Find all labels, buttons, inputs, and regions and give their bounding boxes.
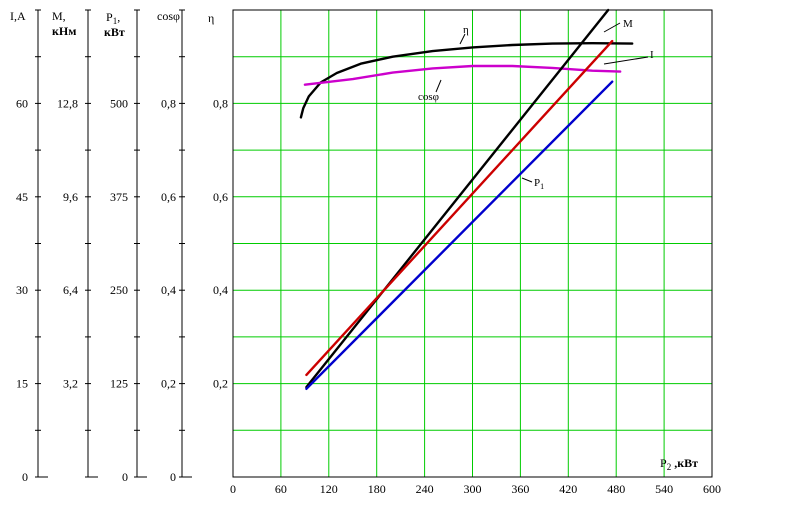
series-lines — [299, 8, 634, 390]
left-axis-title-cos: cosφ — [157, 9, 180, 23]
annotation-eta: η — [463, 24, 469, 36]
x-tick-label: 540 — [655, 482, 673, 496]
x-axis-label: P2 ,кВт — [660, 456, 698, 472]
left-axis-title-P1: P1, — [106, 10, 120, 26]
series-line-η — [299, 42, 634, 119]
left-axis-tick-label-P1: 0 — [122, 470, 128, 484]
left-axis-tick-label-M: 9,6 — [63, 190, 78, 204]
left-axis-tick-label-P1: 375 — [110, 190, 128, 204]
eta-axis: η 0,2 0,4 0,6 0,8 — [208, 11, 228, 391]
left-axis-title-M: кНм — [52, 24, 76, 38]
x-tick-label: 300 — [464, 482, 482, 496]
left-axis-tick-label-I: 30 — [16, 283, 28, 297]
left-axis-tick-label-M: 3,2 — [63, 377, 78, 391]
eta-tick-label: 0,2 — [213, 377, 228, 391]
left-axis-tick-label-P1: 125 — [110, 377, 128, 391]
annotation-leader — [603, 22, 621, 33]
left-axis-tick-label-I: 45 — [16, 190, 28, 204]
eta-tick-label: 0,4 — [213, 283, 228, 297]
x-tick-label: 120 — [320, 482, 338, 496]
left-axis-tick-label-cos: 0,4 — [161, 283, 176, 297]
series-line-P1 — [305, 80, 614, 390]
annotation-I: I — [650, 49, 654, 61]
left-axis-tick-label-cos: 0,6 — [161, 190, 176, 204]
x-tick-label: 240 — [416, 482, 434, 496]
x-tick-label: 60 — [275, 482, 287, 496]
eta-tick-label: 0,6 — [213, 190, 228, 204]
curve-annotations: η cosφ M I P1 — [418, 18, 654, 191]
series-line-cosφ — [303, 64, 622, 86]
x-tick-label: 360 — [511, 482, 529, 496]
left-axis-tick-label-P1: 250 — [110, 283, 128, 297]
annotation-M: M — [623, 18, 633, 30]
left-axis-tick-label-I: 60 — [16, 96, 28, 110]
x-tick-label: 180 — [368, 482, 386, 496]
eta-axis-title: η — [208, 11, 214, 25]
left-axis-tick-label-P1: 500 — [110, 96, 128, 110]
left-axis-tick-label-cos: 0,2 — [161, 377, 176, 391]
x-tick-label: 420 — [559, 482, 577, 496]
annotation-leader — [603, 56, 649, 65]
left-axis-title-M: M, — [52, 9, 66, 23]
left-axes: 0 15 30 45 60 I,A 3,2 6,4 9,6 12,8 M,кНм 0 125 250 375… — [10, 9, 192, 484]
x-axis: 0 60 120 180 240 300 360 420 480 540 600 — [230, 482, 721, 496]
annotation-P1: P1 — [534, 177, 544, 191]
left-axis-tick-label-M: 6,4 — [63, 283, 78, 297]
annotation-leader — [435, 79, 442, 93]
x-tick-label: 0 — [230, 482, 236, 496]
plot-grid — [232, 9, 713, 478]
series-line-I — [305, 39, 614, 377]
left-axis-tick-label-M: 12,8 — [57, 96, 78, 110]
left-axis-tick-label-cos: 0 — [170, 470, 176, 484]
annotation-leader — [521, 177, 533, 183]
annotation-cos: cosφ — [418, 91, 439, 103]
eta-tick-label: 0,8 — [213, 96, 228, 110]
annotation-leader — [459, 33, 466, 45]
x-tick-label: 480 — [607, 482, 625, 496]
left-axis-tick-label-I: 0 — [22, 470, 28, 484]
left-axis-unit-P1: кВт — [104, 25, 125, 39]
x-tick-label: 600 — [703, 482, 721, 496]
plot-frame — [232, 9, 713, 478]
left-axis-title-I: I,A — [10, 9, 26, 23]
series-line-M — [305, 8, 610, 389]
left-axis-tick-label-cos: 0,8 — [161, 96, 176, 110]
left-axis-tick-label-I: 15 — [16, 377, 28, 391]
